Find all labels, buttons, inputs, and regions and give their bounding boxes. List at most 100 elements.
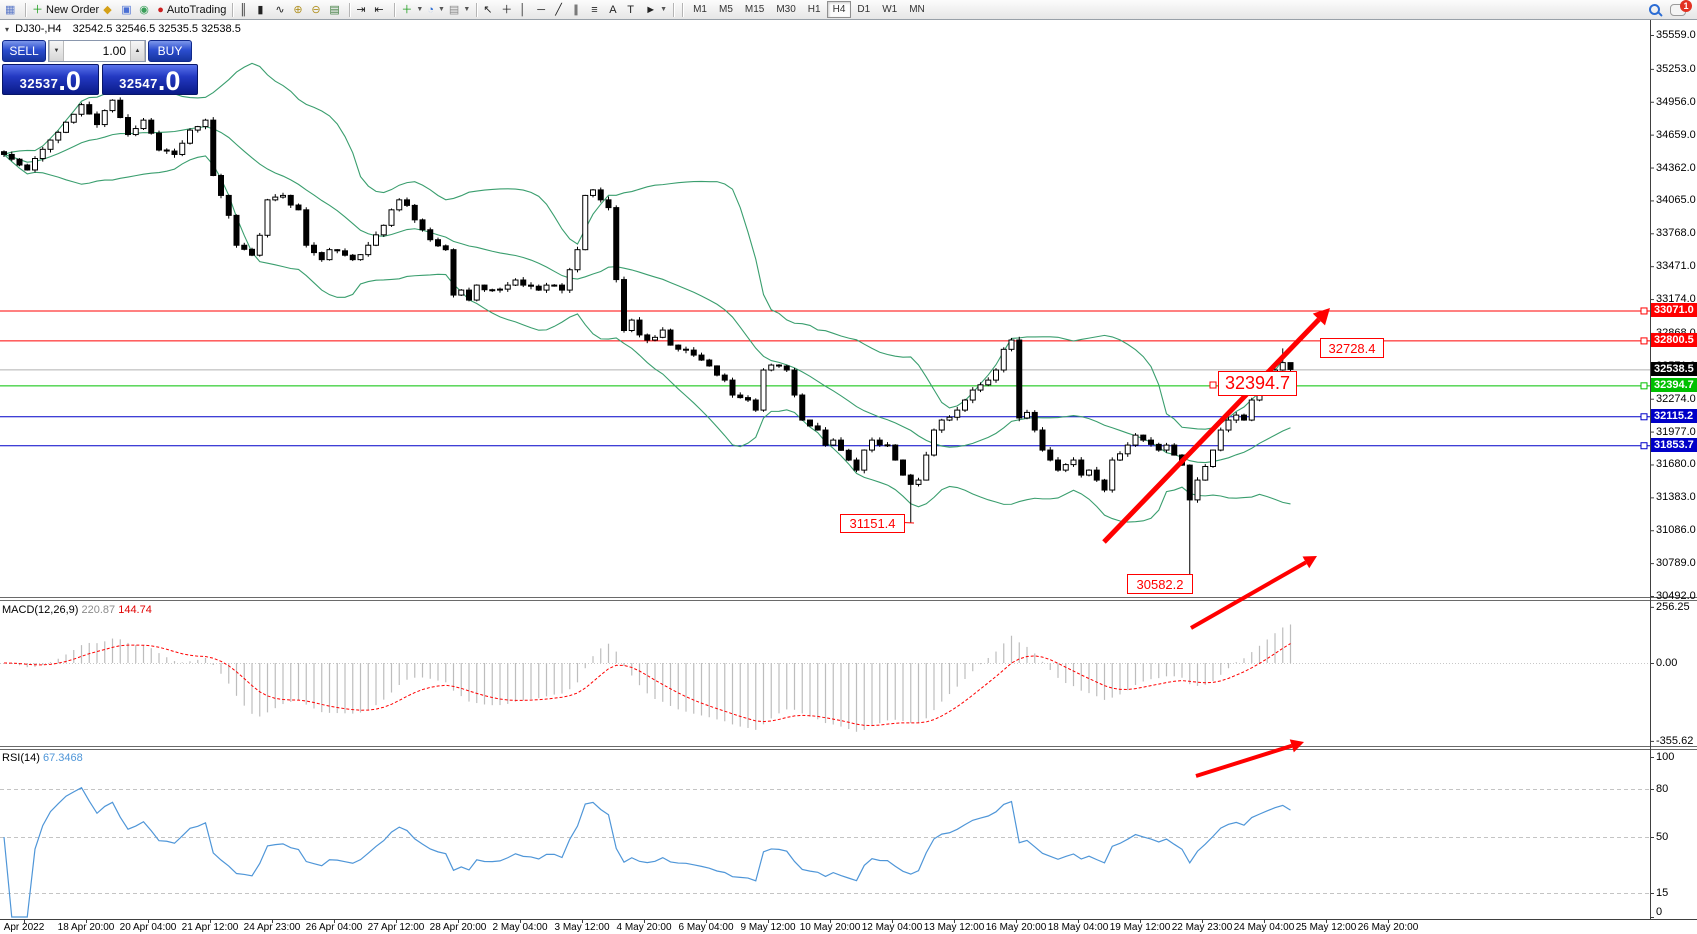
- line-chart-icon[interactable]: ∿: [273, 2, 291, 18]
- timeframe-m30[interactable]: M30: [776, 4, 796, 15]
- timeframe-mn[interactable]: MN: [909, 4, 925, 15]
- periods-icon[interactable]: ◔ ▼: [425, 2, 447, 18]
- price-tick: 32571.0: [1656, 359, 1696, 372]
- timeframe-h4[interactable]: H4: [826, 1, 852, 18]
- indicators-icon[interactable]: ＋ ▼: [399, 2, 425, 18]
- toolbar-icons: ▦ ＋ New Order ◆ ▣ ◉ ● AutoTrading ║ ▮ ∿ ⊕ ⊖ ▤ ⇥ ⇤ ＋ ▼ ◔ ▼ ▤ ▼…: [3, 2, 678, 18]
- time-axis-label: 19 May 12:00: [1109, 922, 1171, 933]
- time-axis-label: 2 May 04:00: [492, 922, 548, 933]
- new-order-button-label: New Order: [46, 3, 100, 16]
- macd-label: MACD(12,26,9) 220.87 144.74: [2, 604, 152, 616]
- time-axis-label: 24 May 04:00: [1233, 922, 1295, 933]
- horizontal-line-icon: ─: [537, 3, 546, 16]
- crosshair-icon[interactable]: ＋: [499, 2, 517, 18]
- timeframe-m5[interactable]: M5: [718, 4, 733, 15]
- fibonacci-icon[interactable]: ≡: [589, 2, 607, 18]
- timeframe-h1[interactable]: H1: [807, 4, 821, 15]
- current-price-label: 32538.5: [1651, 362, 1697, 377]
- time-axis-label: 10 May 20:00: [799, 922, 861, 933]
- timeframe-d1[interactable]: D1: [857, 4, 871, 15]
- price-callout[interactable]: 32728.4: [1320, 338, 1384, 358]
- trendline-icon[interactable]: ╱: [553, 2, 571, 18]
- symbol-ohlc: 32542.5 32546.5 32535.5 32538.5: [72, 23, 241, 35]
- price-callout[interactable]: 30582.2: [1127, 574, 1193, 594]
- chevron-down-icon: ▼: [463, 6, 471, 13]
- notifications-icon[interactable]: 1: [1670, 0, 1692, 16]
- price-callout[interactable]: 32394.7: [1218, 371, 1297, 396]
- chevron-down-icon: ▼: [416, 6, 424, 13]
- time-axis-label: 27 Apr 12:00: [367, 922, 425, 933]
- price-tick: 31977.0: [1656, 425, 1696, 438]
- new-order-icon: ＋: [32, 3, 43, 16]
- bar-chart-icon[interactable]: ║: [237, 2, 255, 18]
- arrows-icon[interactable]: ► ▼: [643, 2, 669, 18]
- terminal-icon: ▣: [121, 3, 132, 16]
- horizontal-line-icon[interactable]: ─: [535, 2, 553, 18]
- toolbar-separator: [232, 2, 234, 17]
- volume-increase-button[interactable]: ▲: [130, 41, 145, 61]
- timeframe-m1[interactable]: M1: [693, 4, 707, 15]
- one-click-trading-panel: SELL ▼ ▲ BUY 32537 .0 32547 .0: [2, 40, 198, 95]
- timeframe-m15[interactable]: M15: [744, 4, 765, 15]
- chevron-down-icon: ▼: [660, 6, 668, 13]
- time-axis-label: 28 Apr 20:00: [429, 922, 487, 933]
- terminal-icon[interactable]: ▣: [119, 2, 137, 18]
- symbol-period: DJ30-,H4: [15, 23, 62, 35]
- chart-shift-icon[interactable]: ⇤: [372, 2, 390, 18]
- sell-price-box[interactable]: 32537 .0: [2, 64, 99, 95]
- price-callout[interactable]: 31151.4: [840, 514, 905, 533]
- notification-badge: 1: [1680, 0, 1692, 12]
- buy-button[interactable]: BUY: [148, 40, 192, 62]
- quote-panel-caret[interactable]: ▾: [5, 25, 10, 34]
- search-icon[interactable]: [1649, 4, 1660, 15]
- price-tick: 33768.0: [1656, 227, 1696, 240]
- zoom-in-icon[interactable]: ⊕: [291, 2, 309, 18]
- text-icon[interactable]: A: [607, 2, 625, 18]
- signal-icon[interactable]: ◉: [137, 2, 155, 18]
- indicators-icon: ＋: [401, 3, 413, 16]
- time-axis-label: 26 May 20:00: [1357, 922, 1419, 933]
- price-level-lines[interactable]: [0, 307, 1650, 450]
- callout-leaders: [902, 381, 1217, 524]
- volume-input[interactable]: [64, 41, 130, 61]
- rsi-line: [3, 786, 1291, 918]
- buy-price-pips: .0: [157, 66, 181, 96]
- equidistant-channel-icon[interactable]: ∥: [571, 2, 589, 18]
- zoom-out-icon[interactable]: ⊖: [309, 2, 327, 18]
- price-level-label: 33071.0: [1651, 303, 1697, 318]
- time-axis-label: 13 May 12:00: [923, 922, 985, 933]
- chart-wizard-icon: ◆: [103, 3, 112, 16]
- time-axis-label: 9 May 12:00: [740, 922, 796, 933]
- chart-window-icon[interactable]: ▦: [3, 2, 21, 18]
- autotrading-button[interactable]: ● AutoTrading: [155, 2, 228, 18]
- candlestick-chart-icon[interactable]: ▮: [255, 2, 273, 18]
- sell-button[interactable]: SELL: [2, 40, 46, 62]
- candlestick-chart-icon: ▮: [257, 3, 264, 16]
- auto-scroll-icon: ⇥: [356, 3, 366, 16]
- timeframe-w1[interactable]: W1: [882, 4, 898, 15]
- auto-scroll-icon[interactable]: ⇥: [354, 2, 372, 18]
- rsi-tick: 50: [1656, 831, 1669, 843]
- templates-icon[interactable]: ▤ ▼: [447, 2, 472, 18]
- fibonacci-icon: ≡: [591, 3, 598, 16]
- tile-windows-icon[interactable]: ▤: [327, 2, 345, 18]
- time-axis-label: 12 May 04:00: [861, 922, 923, 933]
- cursor-icon[interactable]: ↖: [481, 2, 499, 18]
- volume-decrease-button[interactable]: ▼: [49, 41, 64, 61]
- new-order-button[interactable]: ＋ New Order: [30, 2, 101, 18]
- buy-price-box[interactable]: 32547 .0: [101, 64, 198, 96]
- chart-wizard-icon[interactable]: ◆: [101, 2, 119, 18]
- time-axis-label: 20 Apr 04:00: [119, 922, 177, 933]
- macd-tick: 0.00: [1656, 657, 1678, 669]
- autotrading-icon: ●: [157, 3, 164, 16]
- toolbar-separator: [682, 2, 684, 17]
- quote-row: 32537 .0 32547 .0: [2, 64, 198, 95]
- text-label-icon[interactable]: T: [625, 2, 643, 18]
- macd-tick: -355.62: [1656, 734, 1694, 747]
- timeframe-toolbar: M1 M5 M15 M30 H1 H4 D1 W1 MN: [687, 1, 931, 18]
- time-axis-label: 21 Apr 12:00: [181, 922, 239, 933]
- price-tick: 31680.0: [1656, 458, 1696, 471]
- vertical-line-icon[interactable]: │: [517, 2, 535, 18]
